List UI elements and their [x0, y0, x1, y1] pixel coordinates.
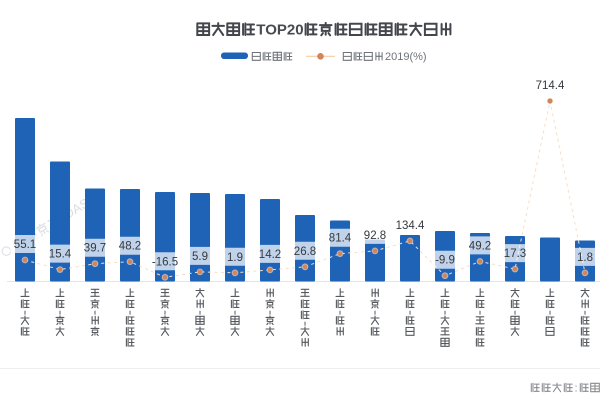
- svg-text:55.1: 55.1: [14, 239, 36, 251]
- svg-text:15.4: 15.4: [49, 249, 72, 261]
- svg-text:39.7: 39.7: [84, 243, 106, 255]
- svg-text:48.2: 48.2: [119, 241, 141, 253]
- svg-text:1.8: 1.8: [577, 252, 593, 264]
- svg-text:14.2: 14.2: [259, 249, 281, 261]
- svg-text:49.2: 49.2: [469, 240, 491, 252]
- svg-text:2019(%): 2019(%): [385, 51, 427, 63]
- svg-text:92.8: 92.8: [364, 230, 386, 242]
- svg-text::: :: [575, 383, 578, 395]
- svg-text:-9.9: -9.9: [435, 255, 455, 267]
- svg-text:5.9: 5.9: [192, 251, 208, 263]
- svg-text:17.3: 17.3: [504, 248, 526, 260]
- svg-text:81.4: 81.4: [329, 233, 352, 245]
- svg-text:1.9: 1.9: [227, 252, 243, 264]
- svg-text:TOP20: TOP20: [256, 22, 303, 39]
- svg-text:-16.5: -16.5: [152, 256, 178, 268]
- svg-text:714.4: 714.4: [536, 80, 565, 92]
- svg-text:134.4: 134.4: [396, 220, 425, 232]
- svg-text:26.8: 26.8: [294, 246, 316, 258]
